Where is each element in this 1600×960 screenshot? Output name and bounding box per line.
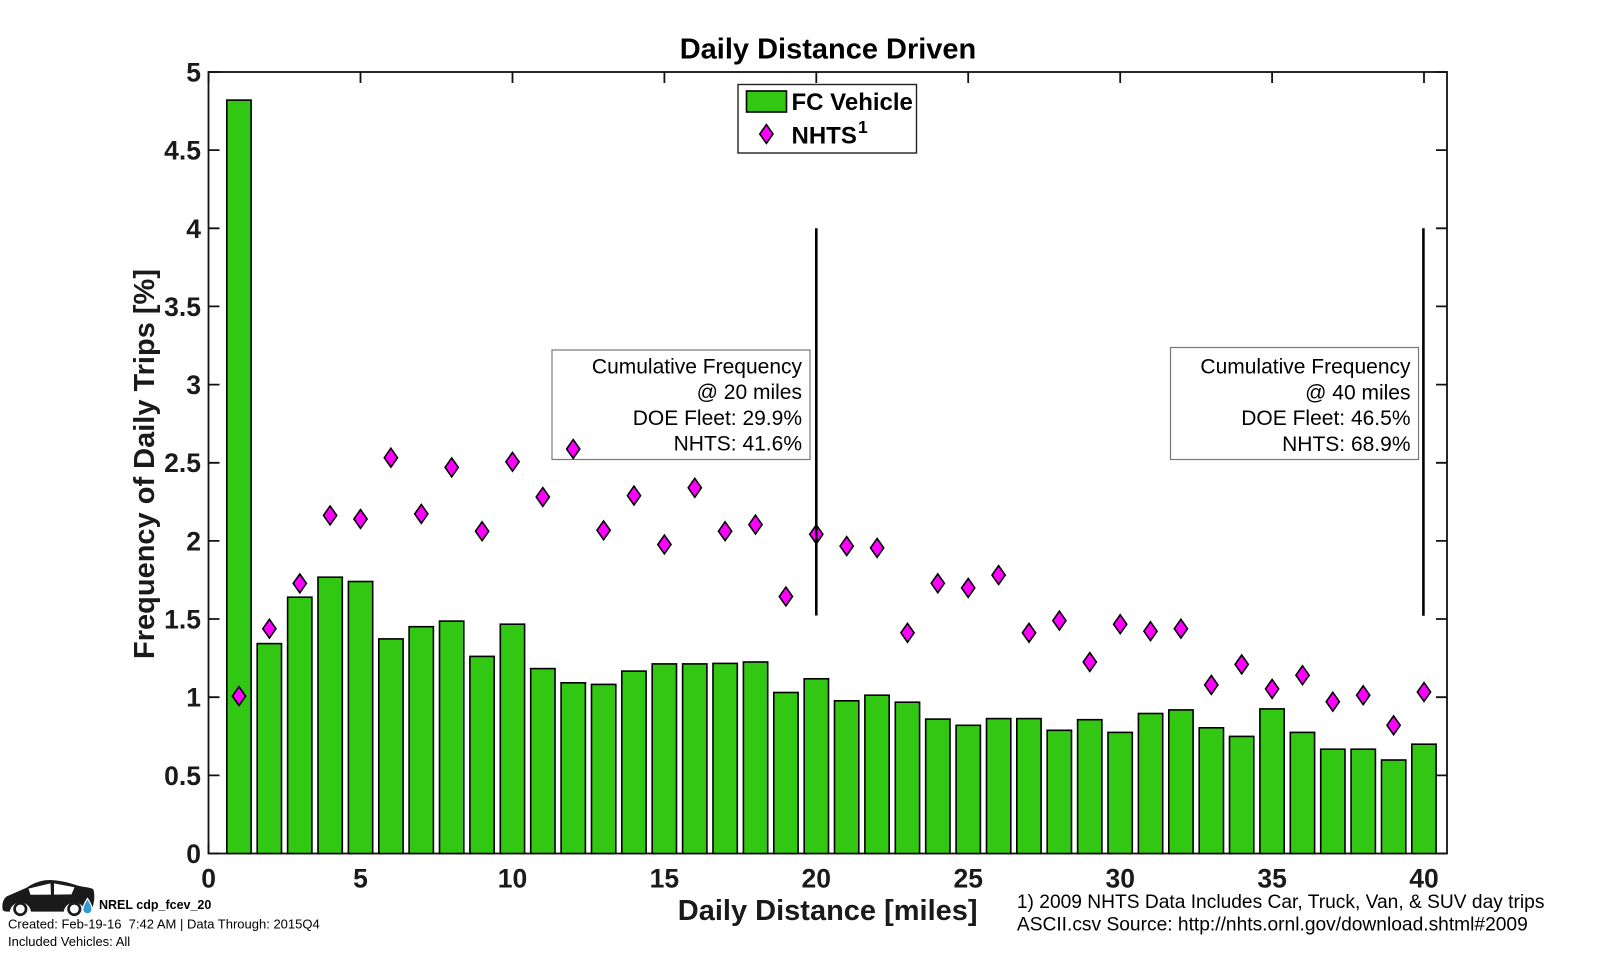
- svg-text:Created: Feb-19-16 7:42 AM |: Created: Feb-19-16 7:42 AM | Data Throug…: [8, 917, 320, 932]
- svg-text:Daily Distance [miles]: Daily Distance [miles]: [678, 895, 978, 927]
- svg-text:Cumulative Frequency: Cumulative Frequency: [592, 356, 803, 379]
- svg-text:Daily Distance Driven: Daily Distance Driven: [680, 34, 977, 66]
- svg-text:0.5: 0.5: [164, 761, 201, 791]
- svg-text:Frequency of Daily Trips [%]: Frequency of Daily Trips [%]: [129, 269, 161, 659]
- svg-text:ASCII.csv Source: http://nhts.: ASCII.csv Source: http://nhts.ornl.gov/d…: [1017, 915, 1528, 936]
- svg-text:2.5: 2.5: [164, 448, 201, 478]
- svg-text:15: 15: [650, 863, 679, 893]
- svg-text:25: 25: [953, 863, 982, 893]
- svg-text:3: 3: [186, 370, 201, 400]
- svg-text:3.5: 3.5: [164, 292, 201, 322]
- svg-text:NREL cdp_fcev_20: NREL cdp_fcev_20: [99, 898, 211, 912]
- svg-text:1.5: 1.5: [164, 605, 201, 635]
- svg-text:40: 40: [1409, 863, 1438, 893]
- svg-text:DOE Fleet: 46.5%: DOE Fleet: 46.5%: [1241, 407, 1410, 430]
- svg-text:@ 20 miles: @ 20 miles: [697, 381, 802, 404]
- svg-text:NHTS: NHTS: [792, 123, 857, 150]
- svg-text:1) 2009 NHTS Data Includes Car: 1) 2009 NHTS Data Includes Car, Truck, V…: [1017, 892, 1545, 913]
- svg-text:NHTS: 41.6%: NHTS: 41.6%: [674, 433, 802, 456]
- svg-text:5: 5: [353, 863, 368, 893]
- svg-text:2: 2: [186, 526, 201, 556]
- svg-text:0: 0: [201, 863, 216, 893]
- svg-text:20: 20: [802, 863, 831, 893]
- svg-text:35: 35: [1257, 863, 1286, 893]
- svg-text:NHTS: 68.9%: NHTS: 68.9%: [1282, 433, 1410, 456]
- svg-text:Cumulative Frequency: Cumulative Frequency: [1200, 356, 1411, 379]
- svg-text:4: 4: [186, 214, 201, 244]
- svg-text:10: 10: [498, 863, 527, 893]
- svg-text:1: 1: [186, 683, 201, 713]
- svg-text:0: 0: [186, 839, 201, 869]
- svg-text:@ 40 miles: @ 40 miles: [1305, 381, 1410, 404]
- svg-text:4.5: 4.5: [164, 136, 201, 166]
- svg-text:Included Vehicles: All: Included Vehicles: All: [8, 934, 130, 949]
- svg-text:1: 1: [858, 117, 868, 137]
- svg-text:5: 5: [186, 58, 201, 88]
- svg-text:30: 30: [1105, 863, 1134, 893]
- svg-text:FC Vehicle: FC Vehicle: [792, 89, 913, 116]
- svg-text:DOE Fleet: 29.9%: DOE Fleet: 29.9%: [633, 407, 802, 430]
